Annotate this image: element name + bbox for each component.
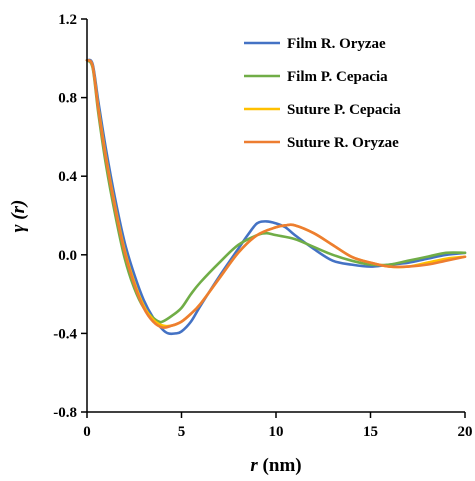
y-tick-label: 0.0 (58, 248, 77, 264)
legend-label: Suture P. Cepacia (287, 102, 401, 118)
y-axis-label: γ (r) (8, 200, 29, 233)
y-tick-label: 0.8 (58, 91, 77, 107)
legend-label: Film P. Cepacia (287, 69, 388, 85)
legend-label: Film R. Oryzae (287, 36, 386, 52)
series-line-4 (85, 58, 467, 329)
series-line-2 (85, 58, 467, 324)
x-tick-label: 15 (363, 424, 378, 440)
x-tick-label: 0 (83, 424, 91, 440)
series-line-3 (85, 58, 467, 328)
x-tick-label: 20 (458, 424, 473, 440)
y-tick-label: 0.4 (58, 169, 77, 185)
legend-label: Suture R. Oryzae (287, 135, 399, 151)
x-tick-label: 10 (269, 424, 284, 440)
axes (86, 19, 465, 413)
x-axis-label: r (nm) (250, 455, 301, 476)
y-tick-label: 1.2 (58, 12, 77, 28)
x-tick-label: 5 (178, 424, 186, 440)
x-ticks: 0 5 10 15 20 (83, 412, 473, 440)
y-ticks: -0.8 -0.4 0.0 0.4 0.8 1.2 (53, 12, 87, 421)
y-tick-label: -0.4 (53, 326, 77, 342)
plot-lines (85, 58, 467, 336)
y-tick-label: -0.8 (53, 405, 77, 421)
legend: Film R. Oryzae Film P. Cepacia Suture P. C… (244, 36, 401, 151)
series-line-1 (85, 58, 467, 336)
